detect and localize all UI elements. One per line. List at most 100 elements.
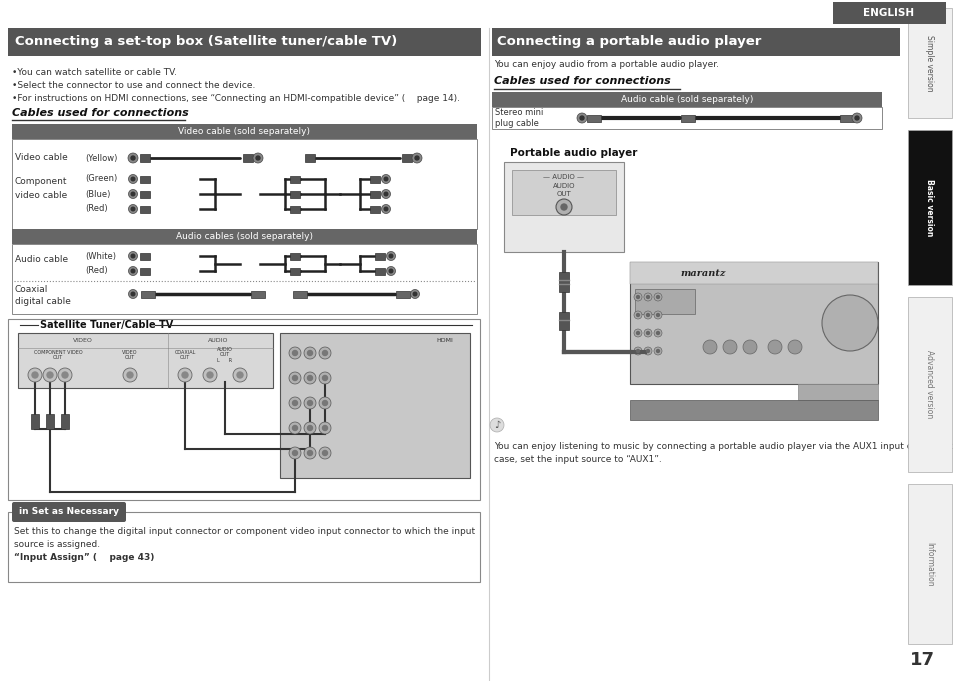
Circle shape [643,293,651,301]
Text: VIDEO
OUT: VIDEO OUT [122,349,137,360]
Bar [797,384,877,400]
Circle shape [646,296,649,298]
Text: •You can watch satellite or cable TV.: •You can watch satellite or cable TV. [12,68,177,77]
Circle shape [289,447,301,459]
Text: Component: Component [15,178,68,187]
Bar [512,170,616,215]
Circle shape [742,340,757,354]
Bar [492,28,899,56]
Bar [558,272,568,292]
Bar [293,291,307,298]
Circle shape [646,313,649,317]
Circle shape [556,199,572,215]
Circle shape [132,177,134,180]
Text: Satellite Tuner/Cable TV: Satellite Tuner/Cable TV [40,320,173,330]
Circle shape [322,351,327,355]
Bar [290,176,299,183]
Bar [30,414,39,429]
Circle shape [129,289,137,298]
Text: •Select the connector to use and connect the device.: •Select the connector to use and connect… [12,81,255,90]
Text: Connecting a portable audio player: Connecting a portable audio player [497,35,760,48]
Text: Set this to change the digital input connector or component video input connecto: Set this to change the digital input con… [14,527,475,536]
Circle shape [413,292,416,296]
Bar [140,206,150,212]
Circle shape [131,156,135,160]
Bar [251,291,265,298]
Circle shape [381,204,390,214]
Bar [401,154,412,162]
Circle shape [322,400,327,405]
Text: (White): (White) [85,251,116,261]
Circle shape [132,292,134,296]
Bar [12,244,476,314]
Text: marantz: marantz [679,268,724,277]
Bar [395,291,410,298]
Text: (Blue): (Blue) [85,189,111,198]
Circle shape [787,340,801,354]
Bar [492,92,882,107]
Circle shape [307,351,313,355]
Circle shape [132,269,134,273]
Circle shape [577,113,586,123]
Bar [680,114,695,121]
Circle shape [322,451,327,456]
Circle shape [289,372,301,384]
Text: COAXIAL
OUT: COAXIAL OUT [174,349,195,360]
Text: Basic version: Basic version [924,179,934,236]
Text: Coaxial: Coaxial [15,285,49,294]
Circle shape [318,422,331,434]
Bar [305,154,314,162]
Text: Cables used for connections: Cables used for connections [12,108,189,118]
Text: (Yellow): (Yellow) [85,153,117,163]
Circle shape [654,347,661,355]
Bar [8,512,479,582]
Text: Video cable (sold separately): Video cable (sold separately) [178,127,310,136]
Circle shape [129,174,137,183]
Circle shape [128,153,138,163]
Text: Cables used for connections: Cables used for connections [494,76,670,86]
Circle shape [384,207,387,211]
Circle shape [634,347,641,355]
Circle shape [132,192,134,196]
Circle shape [127,372,132,378]
Circle shape [722,340,737,354]
Bar [503,162,623,252]
Circle shape [43,368,57,382]
Circle shape [289,397,301,409]
Circle shape [304,447,315,459]
Bar [492,107,882,129]
Circle shape [129,251,137,261]
Circle shape [255,156,260,160]
Circle shape [654,293,661,301]
Circle shape [634,311,641,319]
Text: Simple version: Simple version [924,35,934,91]
Circle shape [307,375,313,381]
Bar [907,8,951,118]
Text: ENGLISH: ENGLISH [862,8,914,18]
Circle shape [62,372,68,378]
Circle shape [412,153,421,163]
Circle shape [293,375,297,381]
Circle shape [236,372,243,378]
FancyBboxPatch shape [12,502,126,522]
Circle shape [386,251,395,261]
Circle shape [123,368,137,382]
Bar [290,191,299,197]
Circle shape [47,372,53,378]
Bar [370,206,379,212]
Bar [12,229,476,244]
Text: source is assigned.: source is assigned. [14,540,100,549]
Text: Audio cable: Audio cable [15,255,68,264]
Circle shape [318,447,331,459]
Circle shape [643,329,651,337]
Circle shape [415,156,418,160]
Bar [375,268,385,274]
Circle shape [318,347,331,359]
Circle shape [560,204,566,210]
Bar [629,262,877,384]
Bar [46,414,54,429]
Bar [832,2,945,24]
Text: (Red): (Red) [85,266,108,276]
Bar [629,262,877,284]
Bar [290,253,299,259]
